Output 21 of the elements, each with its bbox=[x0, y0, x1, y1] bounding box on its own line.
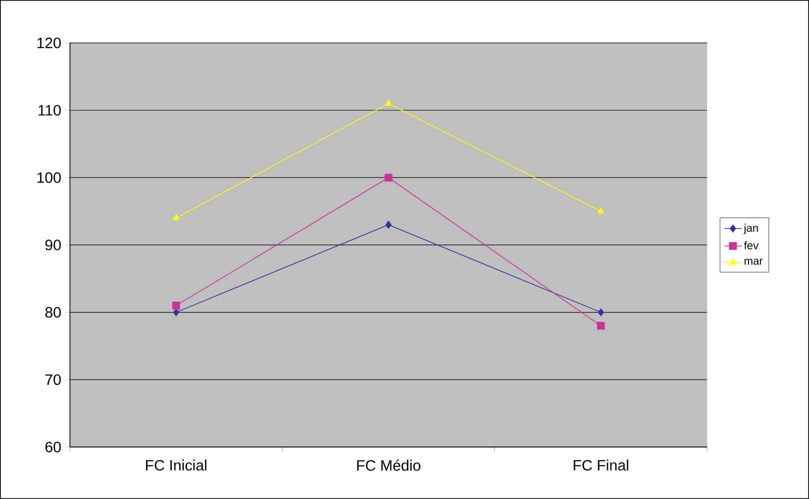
y-tick-label: 80 bbox=[45, 307, 61, 318]
x-tick-label: FC Médio bbox=[357, 460, 420, 471]
legend-label: mar bbox=[744, 258, 763, 265]
x-tick-label: FC Final bbox=[574, 460, 628, 471]
y-tick-label: 120 bbox=[37, 38, 61, 48]
y-tick-label: 70 bbox=[45, 374, 61, 385]
point bbox=[172, 302, 180, 310]
legend-label: fev bbox=[744, 241, 759, 250]
legend-label: jan bbox=[744, 224, 758, 234]
point bbox=[385, 100, 392, 106]
x-tick-label: FC Inicial bbox=[146, 460, 206, 471]
y-tick-label: 100 bbox=[37, 172, 61, 183]
point bbox=[384, 174, 392, 182]
y-tick-label: 90 bbox=[45, 240, 61, 250]
point bbox=[385, 220, 392, 229]
point bbox=[597, 207, 604, 214]
y-tick-label: 110 bbox=[38, 104, 61, 116]
point bbox=[598, 308, 604, 316]
point bbox=[596, 322, 605, 330]
point bbox=[172, 214, 180, 220]
y-tick-label: 60 bbox=[45, 442, 61, 452]
